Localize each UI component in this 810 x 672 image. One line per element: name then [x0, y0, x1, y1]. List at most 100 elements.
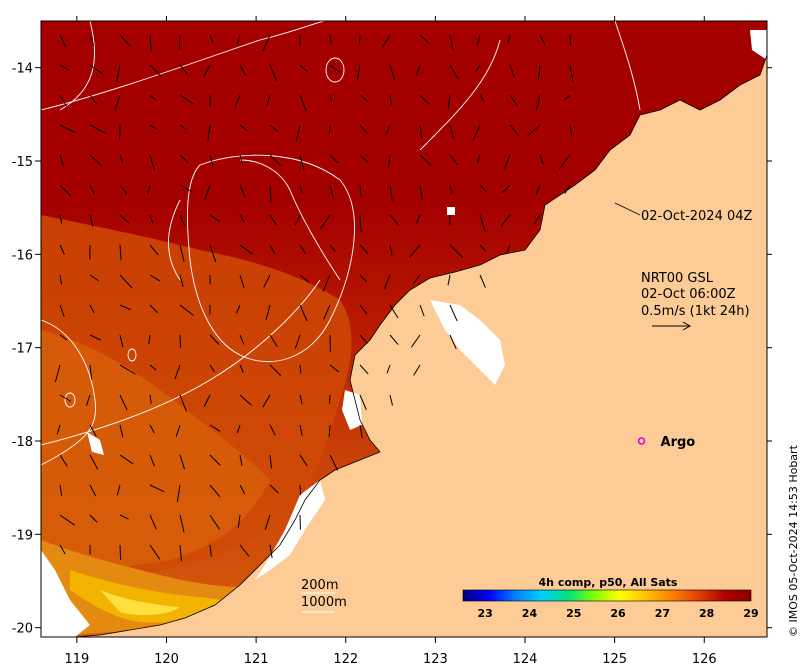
current-vector	[85, 394, 91, 406]
x-axis: 119 120 121 122 123 124 125 126	[64, 16, 717, 667]
sst-time-pointer	[614, 202, 641, 216]
y-tick-label: -20	[12, 622, 33, 637]
current-vector	[269, 334, 278, 347]
current-vector	[89, 34, 95, 46]
current-vector	[389, 184, 393, 202]
current-vector	[179, 454, 186, 470]
current-vector	[479, 94, 485, 103]
current-vector	[263, 274, 271, 288]
current-vector	[203, 394, 211, 407]
current-vector	[89, 64, 104, 75]
x-tick-label: 120	[154, 652, 179, 667]
colorbar-ticks: 23 24 25 26 27 28 29	[477, 607, 758, 620]
current-vector	[389, 394, 394, 406]
current-vector	[569, 124, 573, 137]
current-vector	[299, 364, 302, 374]
coastline	[74, 54, 767, 637]
current-vector	[209, 454, 221, 466]
current-vector	[149, 274, 161, 282]
current-vector	[209, 214, 221, 222]
current-vector	[149, 484, 165, 493]
current-vector	[149, 244, 159, 256]
land-mass	[75, 55, 767, 637]
current-vector	[59, 394, 72, 402]
current-vector	[269, 364, 282, 376]
current-vector	[149, 34, 152, 52]
current-vector	[299, 394, 303, 405]
current-vector	[239, 64, 247, 76]
no-data-southwest	[41, 550, 90, 637]
current-vector	[389, 334, 399, 345]
bathymetry-contours	[41, 21, 641, 466]
current-vector	[179, 154, 189, 164]
current-vector	[209, 34, 214, 44]
current-vector	[204, 184, 211, 200]
current-vector	[294, 334, 301, 349]
current-vector	[359, 424, 363, 439]
current-vector	[59, 544, 66, 555]
current-vector	[89, 274, 99, 282]
argo-float-icon	[637, 437, 646, 445]
current-vector	[503, 154, 511, 169]
current-vector	[558, 154, 571, 170]
current-vector	[235, 304, 241, 314]
current-vector	[299, 94, 307, 112]
current-vector	[389, 94, 392, 106]
current-vector	[179, 214, 186, 227]
current-vector	[386, 364, 391, 374]
current-vector	[89, 124, 106, 134]
current-vector	[209, 244, 217, 263]
colorbar-title: 4h comp, p50, All Sats	[539, 576, 678, 589]
current-vector	[535, 184, 541, 196]
current-vector	[89, 304, 95, 314]
current-vector	[115, 64, 121, 83]
contour-line-3	[59, 21, 95, 111]
y-tick-label: -16	[12, 248, 33, 263]
current-source-label: NRT00 GSL	[641, 271, 714, 286]
current-vector	[236, 34, 241, 45]
current-vector	[389, 244, 393, 256]
current-vector	[329, 184, 335, 200]
current-vector	[59, 94, 68, 107]
colorbar-tick-label: 27	[655, 607, 670, 620]
current-vector	[385, 124, 391, 135]
current-vector	[299, 274, 310, 283]
current-vector	[356, 64, 361, 80]
current-vector	[149, 94, 157, 101]
current-vector	[415, 64, 421, 76]
x-tick-label: 124	[513, 652, 538, 667]
current-vector	[239, 184, 246, 198]
current-vector	[419, 154, 432, 167]
current-vector	[148, 334, 151, 345]
current-vector	[449, 334, 457, 350]
current-vector	[119, 424, 124, 438]
current-vector	[269, 484, 279, 494]
current-vector	[59, 304, 65, 318]
current-vector	[479, 184, 488, 193]
current-vector	[299, 64, 308, 72]
current-vector	[89, 484, 97, 497]
current-vector	[359, 364, 369, 375]
current-vector	[89, 514, 98, 523]
current-vector	[359, 94, 369, 103]
current-vector	[209, 514, 220, 530]
current-vector	[149, 214, 154, 224]
current-vector	[239, 394, 252, 406]
current-vector	[179, 64, 188, 75]
current-vector	[89, 364, 93, 380]
current-vector	[149, 304, 158, 314]
current-vector	[239, 484, 246, 495]
current-vector	[266, 94, 271, 107]
contour-line-6	[614, 21, 641, 111]
contour-line-4	[239, 159, 341, 281]
no-data-gulf	[430, 300, 505, 385]
current-scale-label: 0.5m/s (1kt 24h)	[641, 304, 750, 319]
current-vector	[329, 94, 333, 103]
current-vector	[449, 64, 459, 80]
current-vector	[176, 484, 181, 503]
current-vector	[419, 304, 425, 317]
sst-time-label: 02-Oct-2024 04Z	[641, 209, 753, 224]
current-vector	[262, 394, 271, 408]
